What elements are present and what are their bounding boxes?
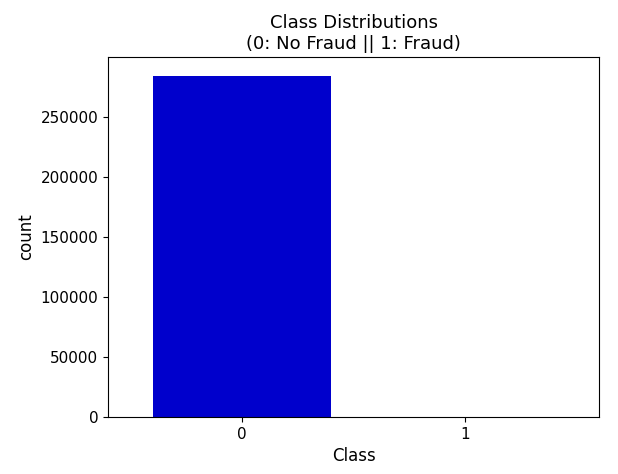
Title: Class Distributions
(0: No Fraud || 1: Fraud): Class Distributions (0: No Fraud || 1: F… xyxy=(247,14,461,53)
Y-axis label: count: count xyxy=(17,214,35,260)
Bar xyxy=(153,76,331,417)
X-axis label: Class: Class xyxy=(332,447,376,465)
